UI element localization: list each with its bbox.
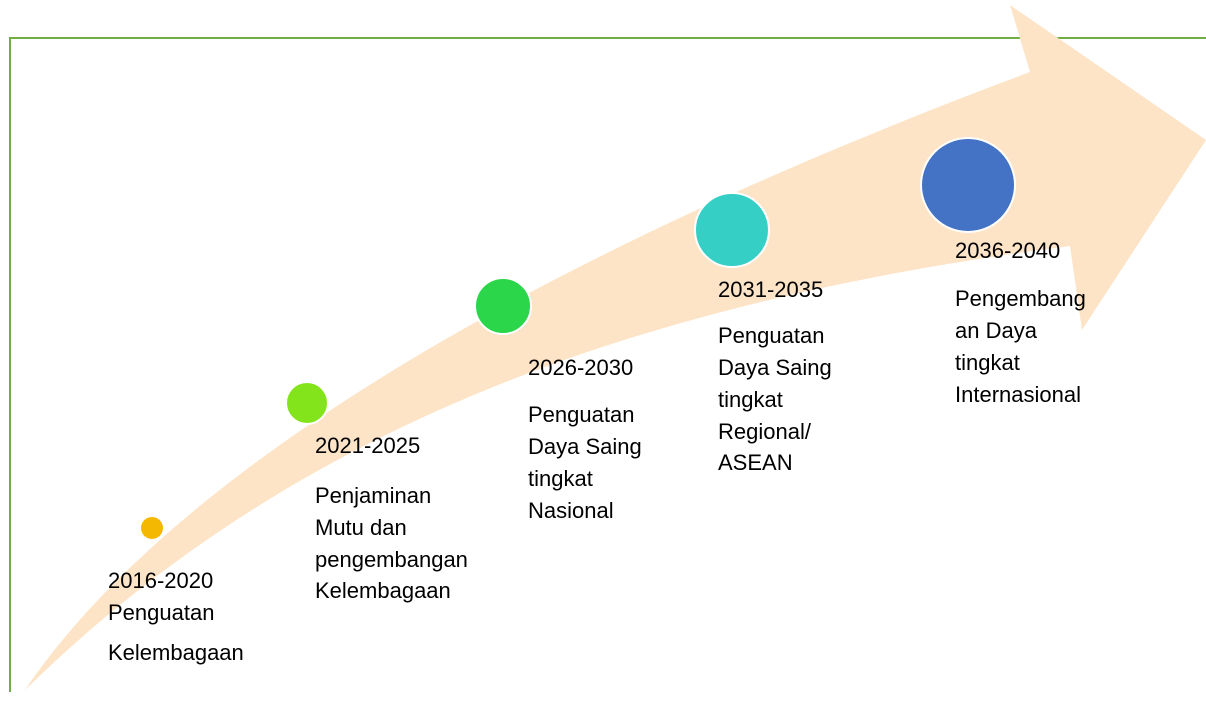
milestone-description: Penguatan	[718, 323, 824, 348]
milestone-description: ASEAN	[718, 450, 793, 475]
milestone-description: Nasional	[528, 498, 614, 523]
milestone-description: Regional/	[718, 419, 812, 444]
milestone-period: 2031-2035	[718, 277, 823, 302]
milestone-description: Penguatan	[528, 402, 634, 427]
milestone-period: 2036-2040	[955, 238, 1060, 263]
milestone-period: 2016-2020	[108, 568, 213, 593]
milestone-dot	[139, 515, 165, 541]
milestone-period: 2021-2025	[315, 433, 420, 458]
milestone-description: Kelembagaan	[315, 578, 451, 603]
frame-border	[9, 37, 1206, 692]
milestone-description: tingkat	[718, 387, 783, 412]
milestone-description: Mutu dan	[315, 515, 407, 540]
milestone-description: Penjaminan	[315, 483, 431, 508]
milestone-description: tingkat	[955, 350, 1020, 375]
milestone-dot	[920, 137, 1016, 233]
milestone-dot	[694, 192, 770, 268]
milestone-description: an Daya	[955, 318, 1038, 343]
milestone-description: Pengembang	[955, 286, 1086, 311]
milestone-description: pengembangan	[315, 547, 468, 572]
milestone-description: tingkat	[528, 466, 593, 491]
growth-arrow	[25, 5, 1206, 690]
milestone-period: 2026-2030	[528, 355, 633, 380]
milestone-description: Penguatan	[108, 600, 214, 625]
milestone-description: Daya Saing	[528, 434, 642, 459]
milestone-description: Kelembagaan	[108, 640, 244, 665]
milestone-description: Internasional	[955, 382, 1081, 407]
milestone-dot	[474, 277, 532, 335]
milestone-description: Daya Saing	[718, 355, 832, 380]
milestone-dot	[285, 381, 329, 425]
